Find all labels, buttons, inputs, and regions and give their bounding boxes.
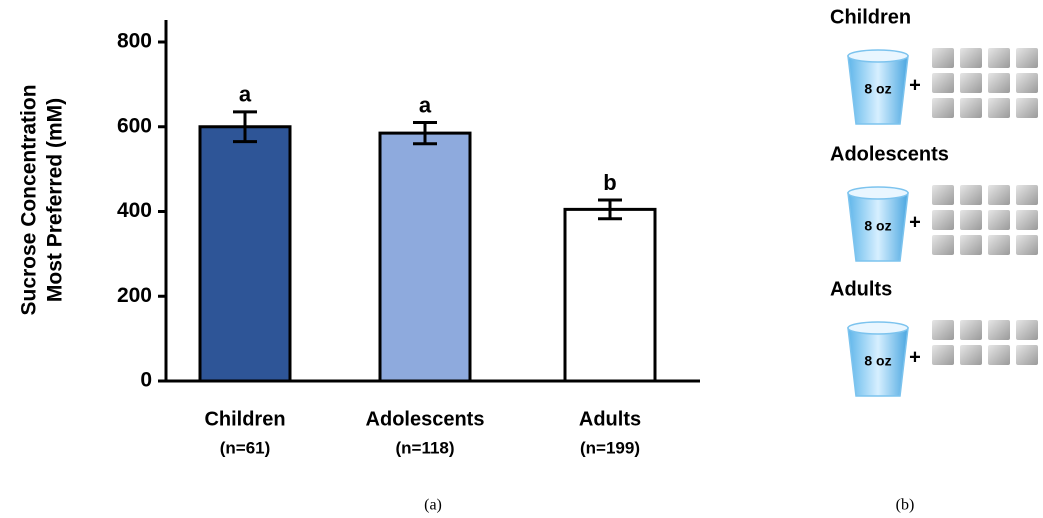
- caption: (b): [896, 497, 915, 514]
- sugar-cube: [988, 345, 1010, 365]
- sugar-cube: [960, 98, 982, 118]
- sugar-cube: [1016, 98, 1038, 118]
- group-label: Adults: [830, 278, 892, 300]
- sugar-cube: [988, 185, 1010, 205]
- sugar-cube: [960, 320, 982, 340]
- sugar-cube: [932, 98, 954, 118]
- plus: +: [909, 211, 921, 233]
- sample-size: (n=118): [395, 438, 454, 457]
- sugar-cube: [960, 345, 982, 365]
- sugar-cube: [1016, 185, 1038, 205]
- x-tick-label: Adolescents: [366, 408, 485, 430]
- glass-rim: [848, 322, 908, 334]
- sugar-cube: [988, 235, 1010, 255]
- y-axis-title: Sucrose Concentration Most Preferred (mM…: [18, 84, 67, 315]
- sugar-cube: [932, 185, 954, 205]
- x-tick-label: Children: [204, 408, 285, 430]
- sugar-cube: [960, 73, 982, 93]
- sugar-cube: [960, 185, 982, 205]
- glass-rim: [848, 50, 908, 62]
- sugar-cube: [960, 210, 982, 230]
- y-label-line: Sucrose Concentration: [18, 84, 41, 315]
- sugar-cube: [1016, 235, 1038, 255]
- y-tick-label: 600: [117, 114, 152, 137]
- sugar-cubes: [932, 320, 1038, 365]
- caption: (a): [424, 497, 442, 514]
- x-tick-label: Adults: [579, 408, 641, 430]
- plus: +: [909, 74, 921, 96]
- sugar-cube: [988, 210, 1010, 230]
- glass-label: 8 oz: [864, 218, 891, 234]
- bar: [200, 127, 290, 381]
- sugar-cube: [1016, 320, 1038, 340]
- sugar-cube: [988, 48, 1010, 68]
- sugar-cube: [988, 320, 1010, 340]
- sugar-cubes: [932, 185, 1038, 255]
- sugar-cube: [1016, 210, 1038, 230]
- plus: +: [909, 346, 921, 368]
- significance-letter: b: [603, 170, 616, 195]
- y-tick-label: 0: [140, 369, 152, 392]
- significance-letter: a: [419, 92, 432, 117]
- sugar-cube: [988, 73, 1010, 93]
- sugar-cube: [932, 210, 954, 230]
- glass-icon: 8 oz: [848, 187, 908, 261]
- glass-icon: 8 oz: [848, 322, 908, 396]
- sugar-cube: [960, 235, 982, 255]
- significance-letter: a: [239, 82, 252, 107]
- sugar-cube: [932, 320, 954, 340]
- y-tick-label: 800: [117, 30, 152, 53]
- group-label: Children: [830, 6, 911, 28]
- sugar-cube: [932, 48, 954, 68]
- sample-size: (n=199): [580, 438, 640, 457]
- y-tick-label: 400: [117, 199, 152, 222]
- glass-label: 8 oz: [864, 353, 891, 369]
- sugar-cube: [1016, 345, 1038, 365]
- sugar-cube: [932, 235, 954, 255]
- glass-rim: [848, 187, 908, 199]
- sugar-cube: [960, 48, 982, 68]
- sugar-cube: [932, 345, 954, 365]
- sample-size: (n=61): [220, 438, 271, 457]
- y-tick-label: 200: [117, 284, 152, 307]
- sugar-cube: [988, 98, 1010, 118]
- bar: [565, 209, 655, 381]
- sugar-cube: [1016, 48, 1038, 68]
- y-label-line: Most Preferred (mM): [44, 98, 67, 302]
- group-label: Adolescents: [830, 143, 949, 165]
- bar: [380, 133, 470, 381]
- sugar-cube: [1016, 73, 1038, 93]
- figure: (a) (b) Sucrose Concentration Most Prefe…: [0, 0, 1043, 518]
- sugar-cube: [932, 73, 954, 93]
- sugar-cubes: [932, 48, 1038, 118]
- glass-label: 8 oz: [864, 81, 891, 97]
- glass-icon: 8 oz: [848, 50, 908, 124]
